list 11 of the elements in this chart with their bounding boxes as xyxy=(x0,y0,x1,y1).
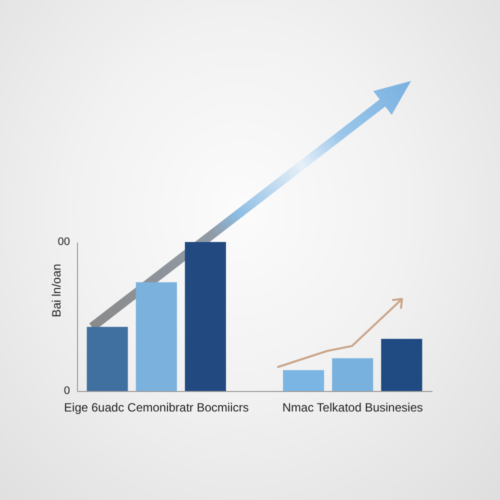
bar xyxy=(184,242,226,391)
y-axis-title: Bai ln/oan xyxy=(50,264,64,318)
x-tick-label: Eige 6uadc Cemonibratr Bocmiicrs xyxy=(64,400,249,414)
text: 0 xyxy=(64,385,70,397)
bar xyxy=(381,338,422,391)
x-tick-label: Nmac Telkatod Businesies xyxy=(282,400,423,414)
bar xyxy=(283,370,324,391)
bar xyxy=(136,282,177,391)
bar xyxy=(332,358,374,391)
bar xyxy=(86,326,128,391)
text: 00 xyxy=(58,236,70,248)
